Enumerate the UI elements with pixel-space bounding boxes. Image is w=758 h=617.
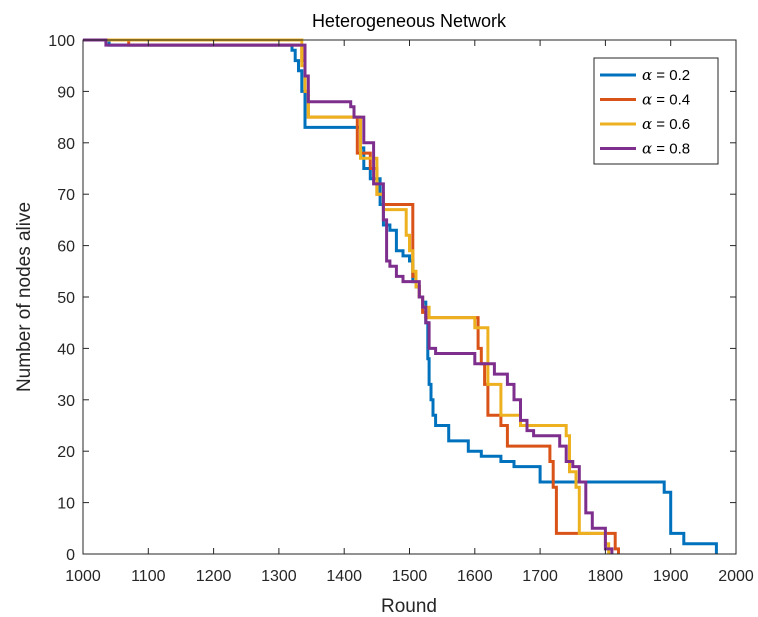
y-tick-label: 70 bbox=[57, 187, 75, 204]
y-tick-label: 30 bbox=[57, 393, 75, 410]
x-tick-label: 1300 bbox=[261, 568, 297, 585]
x-tick-label: 1600 bbox=[457, 568, 493, 585]
legend-label-3: α = 0.6 bbox=[642, 115, 690, 133]
y-tick-label: 40 bbox=[57, 341, 75, 358]
legend-alpha-symbol: α bbox=[642, 140, 652, 158]
x-axis-title: Round bbox=[381, 596, 437, 617]
legend-alpha-symbol: α bbox=[642, 115, 652, 133]
x-tick-label: 1000 bbox=[65, 568, 101, 585]
x-tick-label: 1400 bbox=[326, 568, 362, 585]
legend-label-1: α = 0.2 bbox=[642, 66, 690, 84]
series-layer bbox=[83, 38, 718, 554]
series-line-4 bbox=[83, 38, 614, 554]
legend-alpha-value: = 0.4 bbox=[652, 92, 690, 109]
x-tick-label: 1900 bbox=[653, 568, 689, 585]
y-tick-label: 50 bbox=[57, 290, 75, 307]
x-tick-label: 1800 bbox=[588, 568, 624, 585]
y-tick-label: 0 bbox=[66, 547, 75, 564]
legend-alpha-symbol: α bbox=[642, 66, 652, 84]
x-tick-label: 1700 bbox=[522, 568, 558, 585]
legend-alpha-value: = 0.2 bbox=[652, 67, 690, 84]
y-tick-label: 100 bbox=[48, 33, 75, 50]
y-tick-label: 60 bbox=[57, 239, 75, 256]
legend: α = 0.2α = 0.4α = 0.6α = 0.8 bbox=[593, 57, 719, 165]
y-axis-title: Number of nodes alive bbox=[14, 202, 35, 392]
x-tick-label: 1500 bbox=[392, 568, 428, 585]
series-line-3 bbox=[83, 38, 611, 554]
legend-label-4: α = 0.8 bbox=[642, 140, 690, 158]
y-tick-label: 90 bbox=[57, 84, 75, 101]
legend-alpha-value: = 0.6 bbox=[652, 116, 690, 133]
legend-label-2: α = 0.4 bbox=[642, 91, 690, 109]
chart-title: Heterogeneous Network bbox=[312, 11, 507, 31]
x-tick-label: 2000 bbox=[718, 568, 754, 585]
legend-alpha-value: = 0.8 bbox=[652, 141, 690, 158]
x-tick-label: 1200 bbox=[196, 568, 232, 585]
axis-ticks: 1000 1100 1200 1300 1400 1500 1600 1700 1800 1900… bbox=[48, 33, 754, 585]
x-tick-label: 1100 bbox=[131, 568, 166, 585]
y-tick-label: 80 bbox=[57, 136, 75, 153]
legend-alpha-symbol: α bbox=[642, 91, 652, 109]
y-tick-label: 10 bbox=[57, 496, 75, 513]
y-tick-label: 20 bbox=[57, 444, 75, 461]
